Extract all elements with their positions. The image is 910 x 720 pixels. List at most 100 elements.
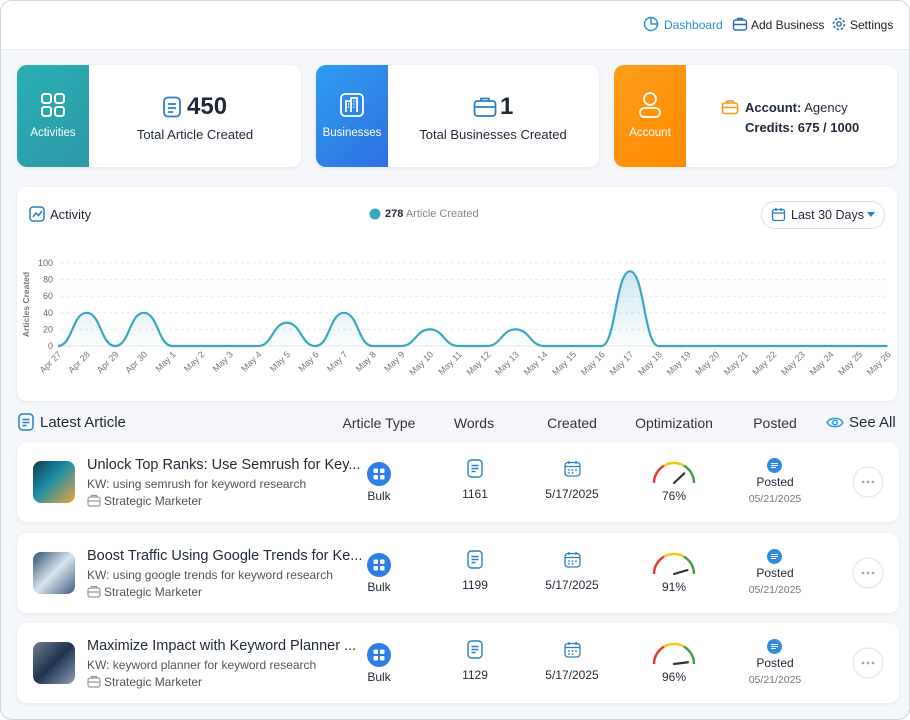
calendar-icon (771, 208, 786, 222)
total-label: Article Created (405, 208, 479, 220)
article-title[interactable]: Maximize Impact with Keyword Planner ... (87, 638, 357, 654)
add-business-icon (732, 17, 748, 31)
optimization: 96% (661, 670, 687, 684)
business: Strategic Marketer (104, 584, 203, 599)
keyword: KW: using google trends for keyword rese… (87, 567, 333, 582)
tile[interactable]: Activities (17, 65, 89, 167)
status: Posted (756, 656, 794, 670)
posted-icon (767, 548, 782, 564)
nav-settings[interactable]: Settings (850, 18, 894, 32)
tile-label: Activities (30, 127, 76, 139)
line (57, 270, 888, 348)
thumbnail (33, 461, 75, 503)
stat-label: Total Article Created (136, 127, 254, 142)
x-tick-label: May 1 (153, 349, 177, 373)
x-tick-label: Apr 28 (66, 349, 92, 375)
x-tick-label: May 20 (693, 349, 721, 377)
column-header: Article Type (342, 415, 416, 431)
article-title[interactable]: Boost Traffic Using Google Trends for Ke… (87, 547, 363, 564)
stat-card: Businesses 1 Total Businesses Created (316, 65, 599, 167)
column-header: Created (547, 415, 597, 431)
x-tick-label: May 8 (354, 349, 378, 373)
tile-icon (41, 93, 65, 117)
credits-value: 675 / 1000 (797, 120, 860, 135)
tile-icon (639, 92, 661, 118)
y-axis-label: Articles Created (21, 272, 31, 337)
row-menu[interactable] (852, 466, 884, 498)
business: Strategic Marketer (104, 675, 203, 689)
article-row[interactable]: Boost Traffic Using Google Trends for Ke… (17, 532, 899, 613)
stat-icon (473, 97, 497, 117)
business-icon (87, 675, 101, 688)
words: 1129 (462, 668, 488, 682)
account-line: Account: Agency (745, 100, 848, 115)
gauge (652, 642, 696, 666)
x-tick-label: May 11 (436, 349, 463, 376)
see-all[interactable]: See All (849, 414, 896, 431)
latest-icon (18, 413, 34, 431)
range-dropdown[interactable]: Last 30 Days (761, 201, 885, 229)
gauge (652, 552, 696, 575)
x-tick-label: May 16 (579, 349, 607, 377)
article-title[interactable]: Unlock Top Ranks: Use Semrush for Key... (87, 457, 361, 473)
column-header: Words (453, 415, 495, 431)
created-icon (564, 461, 581, 477)
column-header: Optimization (635, 415, 713, 431)
x-tick-label: May 10 (407, 349, 435, 377)
x-tick-label: May 7 (325, 349, 349, 373)
x-tick-label: May 24 (808, 349, 836, 377)
stat-card: Account Account: Agency Credits: 675 / 1… (614, 65, 897, 167)
x-tick-label: May 21 (722, 349, 750, 377)
words-icon (467, 640, 483, 659)
nav-dashboard[interactable]: Dashboard (664, 18, 723, 32)
type-icon (367, 552, 391, 577)
tile-label: Businesses (322, 127, 382, 139)
article-row[interactable]: Unlock Top Ranks: Use Semrush for Key...… (17, 442, 899, 522)
row-menu[interactable] (852, 557, 884, 589)
column-header: Posted (753, 415, 797, 431)
top-bar (1, 1, 909, 50)
gauge-needle (672, 568, 689, 575)
tile[interactable]: Businesses (316, 65, 388, 167)
tile-icon (340, 93, 364, 117)
x-tick-label: May 13 (493, 349, 521, 377)
optimization: 91% (661, 579, 687, 594)
thumbnail (33, 551, 75, 594)
activity-title: Activity (50, 207, 92, 222)
x-tick-label: May 23 (779, 349, 807, 377)
y-tick-label: 40 (43, 308, 53, 318)
activity-icon (29, 206, 45, 222)
x-tick-label: May 6 (296, 349, 320, 373)
area (58, 271, 888, 346)
words: 1199 (462, 577, 488, 592)
nav-add-business[interactable]: Add Business (751, 18, 825, 32)
posted-icon (767, 639, 782, 654)
keyword: KW: keyword planner for keyword research (87, 658, 317, 672)
x-tick-label: May 9 (382, 349, 406, 373)
article-row[interactable]: Maximize Impact with Keyword Planner ...… (17, 623, 899, 703)
activity-panel: Activity 278 Article Created Last 30 Day… (17, 187, 897, 401)
stat-icon (163, 96, 181, 118)
legend: 278 Article Created (385, 208, 479, 220)
words-icon (467, 549, 483, 569)
status: Posted (756, 565, 794, 580)
x-tick-label: Apr 29 (95, 349, 121, 375)
tile[interactable]: Account (614, 65, 686, 167)
created: 5/17/2025 (545, 487, 599, 501)
x-tick-label: May 19 (665, 349, 693, 377)
x-tick-label: May 25 (836, 349, 864, 377)
optimization: 76% (661, 489, 687, 503)
type-icon (367, 462, 391, 486)
y-tick-label: 60 (43, 291, 53, 301)
stat-value: 1 (500, 93, 514, 120)
words: 1161 (462, 487, 488, 501)
posted-date: 05/21/2025 (748, 493, 802, 505)
activity-chart: 0 20 40 60 80 100 Articles Created Apr 27 Apr 28… (21, 258, 893, 377)
x-tick-label: May 5 (268, 349, 292, 373)
dashboard-icon (643, 16, 659, 32)
created-icon (564, 642, 581, 658)
stat-value: 450 (187, 93, 228, 120)
business-icon (87, 585, 101, 598)
row-menu[interactable] (852, 647, 884, 679)
gauge (652, 461, 696, 485)
